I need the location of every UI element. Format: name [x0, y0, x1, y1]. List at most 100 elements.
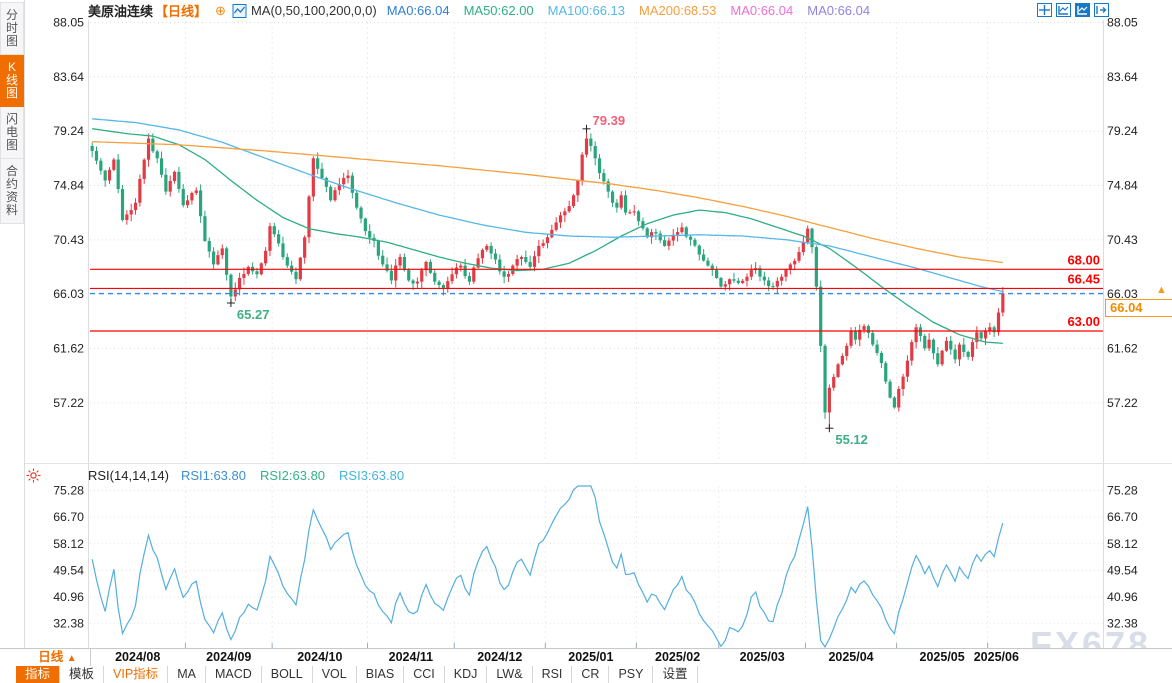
- high-marker-label: 79.39: [593, 113, 626, 128]
- rsi-axis-label-left: 49.54: [53, 563, 84, 577]
- toolbar-item-LW&[interactable]: LW&: [487, 666, 533, 683]
- rsi-header: RSI(14,14,14) RSI1:63.80 RSI2:63.80 RSI3:6…: [88, 467, 418, 483]
- ma-formula: MA(0,50,100,200,0,0): [250, 3, 377, 18]
- toolbar-item-MA[interactable]: MA: [168, 666, 206, 683]
- month-label: 2024/08: [115, 650, 161, 664]
- rsi-axis-label-left: 32.38: [53, 617, 84, 631]
- gridlines: 88.05 88.05 83.64 83.64 79.24 79.24 74.84 74.84…: [53, 16, 1138, 648]
- price-axis-label-left: 57.22: [53, 396, 84, 410]
- price-axis-label-right: 83.64: [1107, 70, 1138, 84]
- price-up-arrow-icon: ▲: [1156, 284, 1167, 296]
- price-axis-label-right: 57.22: [1107, 396, 1138, 410]
- hline-label: 68.00: [1067, 252, 1100, 267]
- axis-scale-active-icon[interactable]: [1075, 3, 1090, 17]
- price-axis-label-left: 61.62: [53, 342, 84, 356]
- price-axis-label-left: 70.43: [53, 233, 84, 247]
- header-ma-value: MA0:66.04: [730, 3, 794, 18]
- price-axis-label-right: 66.03: [1107, 287, 1138, 301]
- month-label: 2025/04: [828, 650, 874, 664]
- price-axis-label-right: 70.43: [1107, 233, 1138, 247]
- low-marker-label: 65.27: [237, 307, 270, 322]
- low-marker-label: 55.12: [835, 432, 868, 447]
- ma-line-MA100: [92, 118, 1003, 293]
- header-ma-value: MA0:66.04: [386, 3, 450, 18]
- price-axis-label-right: 61.62: [1107, 342, 1138, 356]
- toolbar-fill: [698, 666, 1172, 683]
- toolbar-item-设置[interactable]: 设置: [653, 666, 698, 683]
- price-axis-label-left: 79.24: [53, 124, 84, 138]
- period-selector[interactable]: 日线 ▲: [25, 649, 91, 666]
- price-axis-label-right: 88.05: [1107, 16, 1138, 30]
- toolbar-item-RSI[interactable]: RSI: [533, 666, 573, 683]
- ma-line-MA50: [92, 128, 1003, 345]
- toolbar-item-BIAS[interactable]: BIAS: [357, 666, 405, 683]
- xaxis-strip: 日线 ▲ 2024/08 2024/09 2024/10 2024/11 2024/12…: [0, 648, 1172, 667]
- rsi-value: RSI3:63.80: [339, 467, 405, 483]
- rsi-line: [91, 485, 1004, 649]
- sidebar-item-contract-info[interactable]: 合约资料: [0, 159, 24, 224]
- rsi-axis-label-right: 58.12: [1107, 537, 1138, 551]
- month-label: 2024/09: [206, 650, 252, 664]
- chart-header: 美原油连续 【日线】 ⊕ MA(0,50,100,200,0,0) MA0:66…: [88, 2, 884, 20]
- ma-line-MA200: [92, 141, 1003, 264]
- add-indicator-icon[interactable]: ⊕: [215, 2, 226, 18]
- axis-scale-icon[interactable]: [1056, 3, 1071, 17]
- rsi-axis-label-right: 75.28: [1107, 484, 1138, 498]
- month-label: 2025/01: [568, 650, 614, 664]
- price-axis-label-right: 79.24: [1107, 124, 1138, 138]
- candlesticks: [90, 128, 1005, 429]
- month-label: 2024/11: [388, 650, 434, 664]
- hline-label: 66.45: [1067, 271, 1100, 286]
- header-ma-value: MA100:66.13: [547, 3, 626, 18]
- mini-chart-icon[interactable]: [232, 3, 247, 18]
- month-label: 2024/10: [297, 650, 343, 664]
- toolbar-spacer: [0, 666, 16, 683]
- rsi-axis-label-right: 40.96: [1107, 590, 1138, 604]
- month-label: 2024/12: [477, 650, 523, 664]
- toolbar-item-BOLL[interactable]: BOLL: [262, 666, 313, 683]
- rsi-axis-label-left: 66.70: [53, 510, 84, 524]
- panel-toggle-icon[interactable]: [1094, 3, 1109, 17]
- crosshair-tool-icon[interactable]: [1037, 3, 1052, 17]
- month-label: 2025/05: [919, 650, 965, 664]
- rsi-value: RSI1:63.80: [180, 467, 246, 483]
- header-ma-values: MA0:66.04 MA50:62.00 MA100:66.13 MA200:68.5…: [387, 3, 884, 18]
- symbol-title: 美原油连续: [88, 4, 154, 19]
- rsi-settings-icon[interactable]: [26, 468, 41, 483]
- toolbar-item-CCI[interactable]: CCI: [404, 666, 445, 683]
- toolbar-item-指标[interactable]: 指标: [16, 666, 61, 683]
- rsi-axis-label-left: 58.12: [53, 537, 84, 551]
- toolbar-item-VIP指标[interactable]: VIP指标: [104, 666, 169, 683]
- toolbar-item-KDJ[interactable]: KDJ: [445, 666, 488, 683]
- toolbar-item-模板[interactable]: 模板: [60, 666, 105, 683]
- header-ma-value: MA200:68.53: [639, 3, 717, 18]
- price-axis-label-left: 74.84: [53, 178, 84, 192]
- month-label: 2025/03: [739, 650, 785, 664]
- sidebar-item-flash-chart[interactable]: 闪电图: [0, 107, 24, 159]
- month-label: 2025/02: [655, 650, 701, 664]
- toolbar-item-CR[interactable]: CR: [572, 666, 610, 683]
- rsi-value: RSI2:63.80: [259, 467, 326, 483]
- toolbar-item-VOL[interactable]: VOL: [313, 666, 357, 683]
- price-axis-label-left: 88.05: [53, 16, 84, 30]
- last-price-box: 66.04: [1105, 299, 1172, 317]
- header-ma-value: MA0:66.04: [807, 3, 871, 18]
- rsi-values: RSI1:63.80 RSI2:63.80 RSI3:63.80: [181, 468, 418, 483]
- period-tag: 【日线】: [155, 4, 208, 19]
- rsi-axis-label-right: 32.38: [1107, 617, 1138, 631]
- header-icon-group: [1037, 3, 1109, 17]
- rsi-axis-label-left: 75.28: [53, 484, 84, 498]
- sidebar-item-time-chart[interactable]: 分时图: [0, 2, 24, 55]
- price-axis-label-left: 83.64: [53, 70, 84, 84]
- price-axis-label-left: 66.03: [53, 287, 84, 301]
- rsi-axis-label-right: 66.70: [1107, 510, 1138, 524]
- bottom-toolbar: 指标 模板 VIP指标 MA MACD BOLL VOL BIAS CCI KDJ LW& RSI CR…: [0, 666, 1172, 683]
- toolbar-item-MACD[interactable]: MACD: [206, 666, 262, 683]
- toolbar-item-PSY[interactable]: PSY: [609, 666, 654, 683]
- rsi-formula: RSI(14,14,14): [88, 467, 169, 483]
- hline-label: 63.00: [1067, 314, 1100, 329]
